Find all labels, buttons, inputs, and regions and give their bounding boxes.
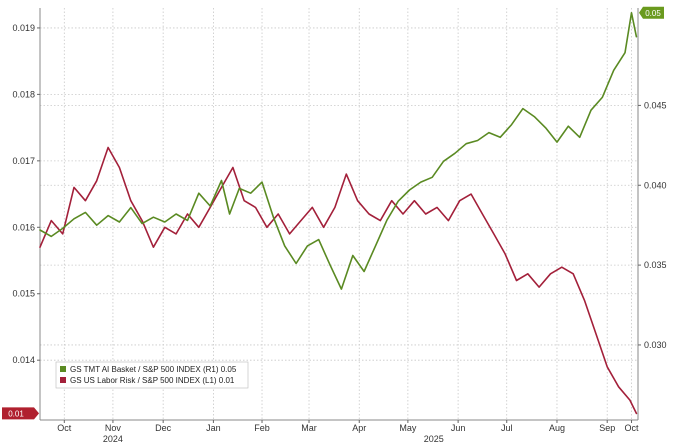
x-tick-label: Sep	[599, 423, 615, 433]
right-tick-label: 0.035	[644, 260, 667, 270]
axes	[39, 8, 639, 421]
series-layer	[39, 12, 638, 415]
left-tick-label: 0.016	[12, 222, 35, 232]
last-value-tag-green: 0.05	[639, 6, 664, 19]
x-tick-label: Oct	[57, 423, 72, 433]
left-axis-ticks: 0.014 0.015 0.016 0.017 0.018 0.019	[12, 23, 40, 365]
x-tick-label: Mar	[301, 423, 317, 433]
x-tick-label: Oct	[625, 423, 640, 433]
x-tick-label: Jan	[206, 423, 221, 433]
x-tick-label: Jul	[501, 423, 513, 433]
x-tick-label: Jun	[451, 423, 466, 433]
series-line-red	[39, 146, 638, 415]
year-label: 2024	[103, 434, 123, 444]
x-tick-label: Dec	[155, 423, 172, 433]
left-tick-label: 0.017	[12, 156, 35, 166]
right-tick-label: 0.040	[644, 180, 667, 190]
tag-shape	[639, 6, 664, 19]
year-label: 2025	[424, 434, 444, 444]
legend-swatch-red	[60, 377, 66, 383]
series-line-green	[39, 12, 638, 290]
left-tick-label: 0.014	[12, 355, 35, 365]
legend-swatch-green	[60, 366, 66, 372]
x-tick-label: May	[399, 423, 417, 433]
legend: GS TMT AI Basket / S&P 500 INDEX (R1) 0.…	[55, 361, 249, 389]
left-tick-label: 0.019	[12, 23, 35, 33]
right-tick-label: 0.030	[644, 340, 667, 350]
tag-label: 0.01	[8, 409, 24, 418]
x-tick-label: Nov	[105, 423, 122, 433]
last-value-tags: 0.05 0.01	[2, 6, 664, 420]
left-tick-label: 0.018	[12, 89, 35, 99]
legend-label-green: GS TMT AI Basket / S&P 500 INDEX (R1) 0.…	[70, 365, 237, 374]
right-axis-ticks: 0.030 0.035 0.040 0.045	[638, 100, 667, 350]
legend-box	[55, 361, 249, 389]
x-tick-label: Feb	[254, 423, 270, 433]
last-value-tag-red: 0.01	[2, 407, 39, 420]
grid	[40, 8, 638, 420]
x-axis-ticks: Oct Nov Dec Jan Feb Mar Apr May Jun Jul Aug Sep Oct 2…	[57, 420, 639, 444]
legend-label-red: GS US Labor Risk / S&P 500 INDEX (L1) 0.…	[70, 376, 235, 385]
x-tick-label: Aug	[549, 423, 565, 433]
tag-shape	[2, 407, 39, 420]
left-tick-label: 0.015	[12, 289, 35, 299]
right-tick-label: 0.045	[644, 100, 667, 110]
x-tick-label: Apr	[352, 423, 366, 433]
tag-label: 0.05	[645, 9, 661, 18]
